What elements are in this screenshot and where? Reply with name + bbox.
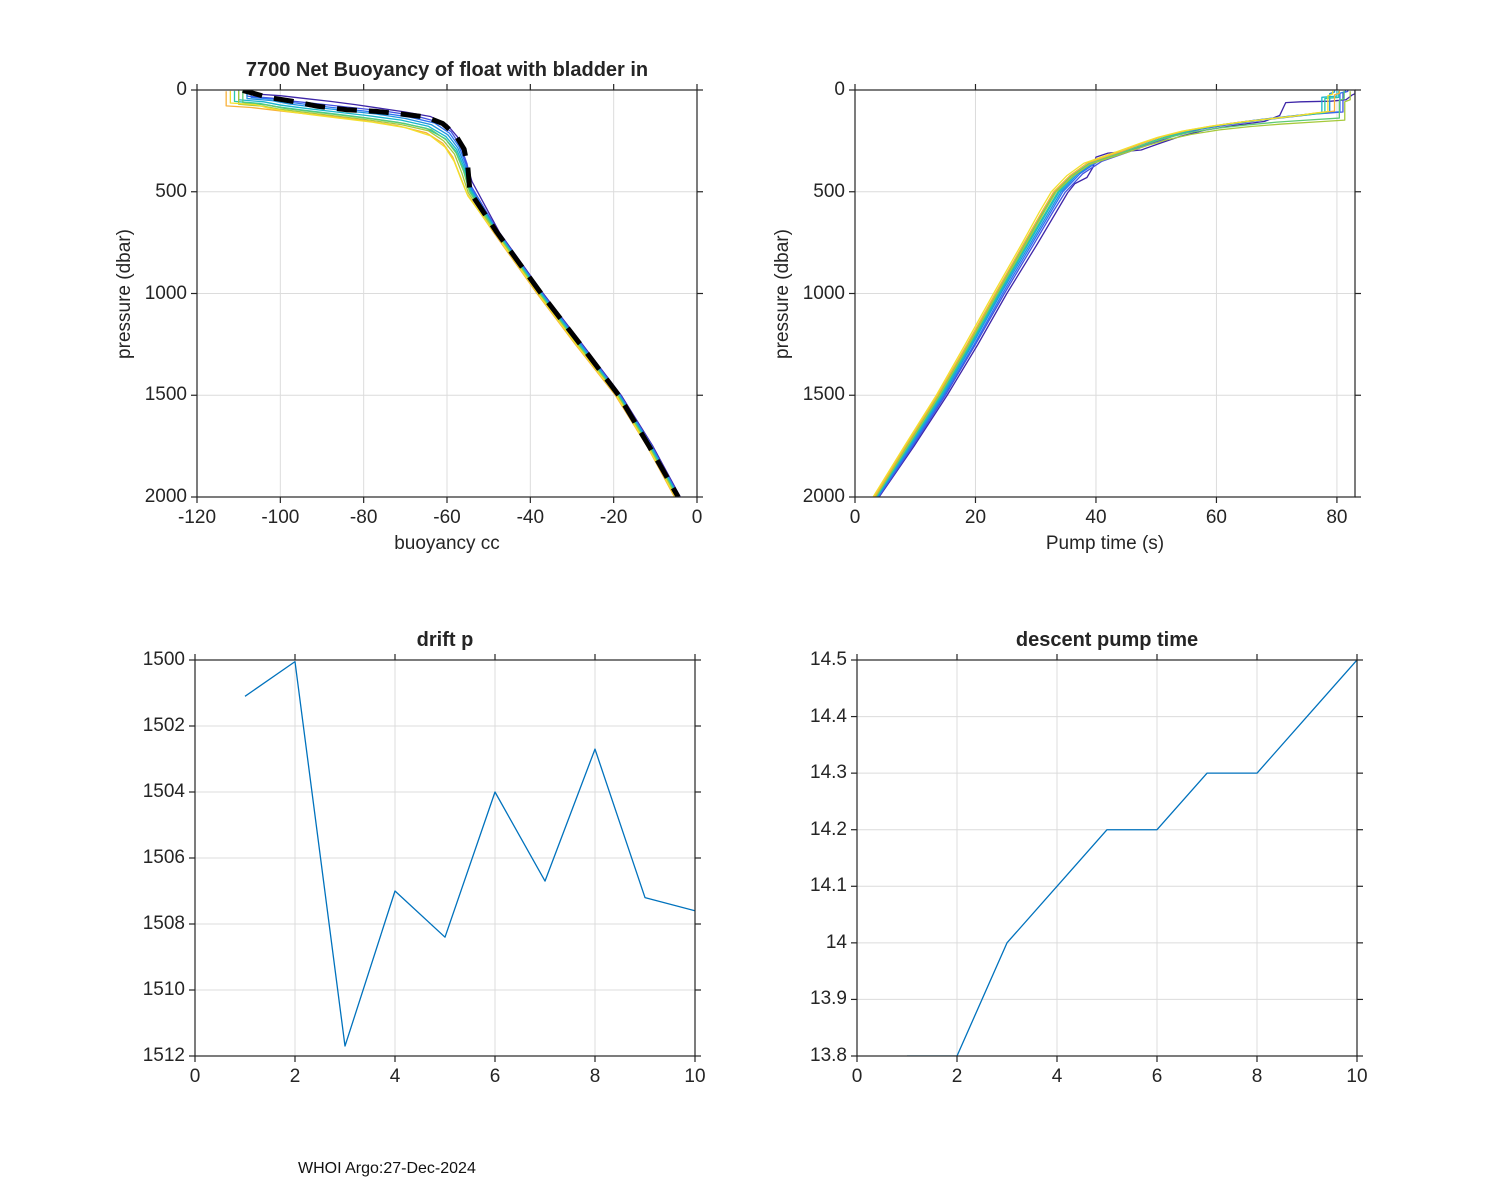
x-tick-label: 0 xyxy=(849,507,861,528)
panel-drift-p: drift p 0 2 4 6 8 10 1500 1502 1504 1506 1508 1510 1… xyxy=(143,629,706,1087)
y-tick-label: 14 xyxy=(825,931,847,953)
y-tick-label: 1504 xyxy=(142,781,185,802)
pump-profile-1-line xyxy=(878,90,1355,497)
y-tick-label: 500 xyxy=(813,180,845,202)
x-tick-label: 6 xyxy=(489,1066,501,1087)
y-tick-label: 1000 xyxy=(144,282,187,304)
drift-p-plot-svg xyxy=(189,654,701,1062)
y-tick-label: 1506 xyxy=(142,847,185,868)
panel-descent-pump-time: descent pump time 0 2 4 6 8 10 13.8 13.9 14 14.1 1… xyxy=(810,629,1368,1087)
pump-profile-7-line xyxy=(874,91,1345,497)
y-tick-label: 500 xyxy=(155,180,187,202)
drift-p-title: drift p xyxy=(416,629,474,651)
x-tick-label: 10 xyxy=(684,1066,706,1087)
pump-profile-8-line xyxy=(874,91,1351,497)
pump-time-xlabel: Pump time (s) xyxy=(1045,533,1165,554)
nominal-buoyancy-dashed-line xyxy=(242,90,681,497)
panel-net-buoyancy: 7700 Net Buoyancy of float with bladder … xyxy=(114,59,703,554)
profile-9-line xyxy=(225,91,676,497)
x-tick-label: 2 xyxy=(289,1066,301,1087)
y-tick-label: 1500 xyxy=(144,384,187,406)
y-tick-label: 0 xyxy=(834,79,845,100)
x-tick-label: 8 xyxy=(589,1066,601,1087)
x-tick-label: -80 xyxy=(349,507,378,528)
drift-p-line xyxy=(244,661,695,1047)
x-tick-label: -120 xyxy=(177,507,217,528)
descent-pump-time-title: descent pump time xyxy=(1015,629,1199,651)
y-tick-label: 2000 xyxy=(802,486,845,507)
profile-5-line xyxy=(238,90,679,497)
net-buoyancy-ylabel: pressure (dbar) xyxy=(114,228,135,359)
y-tick-label: 14.2 xyxy=(810,818,847,840)
descent-pump-time-plot-svg xyxy=(851,654,1363,1062)
x-tick-label: 0 xyxy=(189,1066,201,1087)
x-tick-label: 6 xyxy=(1151,1066,1163,1087)
pump-profile-10-line xyxy=(872,90,1334,497)
y-tick-label: 13.8 xyxy=(810,1045,847,1066)
x-tick-label: 0 xyxy=(691,507,703,528)
y-tick-label: 14.5 xyxy=(810,649,847,670)
x-tick-label: 20 xyxy=(964,507,987,528)
x-tick-label: 60 xyxy=(1205,507,1228,528)
axes-box xyxy=(856,659,1358,1057)
x-tick-label: 2 xyxy=(951,1066,963,1087)
y-tick-label: 1508 xyxy=(142,913,185,934)
x-tick-label: 10 xyxy=(1346,1066,1368,1087)
profile-8-line xyxy=(238,90,677,497)
profile-10-line xyxy=(229,90,676,497)
x-tick-label: -40 xyxy=(516,507,545,528)
net-buoyancy-plot-svg xyxy=(191,84,703,503)
y-tick-label: 1500 xyxy=(142,649,185,670)
y-tick-label: 1512 xyxy=(142,1045,185,1066)
profile-4-line xyxy=(246,90,680,497)
y-tick-label: 14.3 xyxy=(810,762,847,784)
y-tick-label: 0 xyxy=(176,79,187,100)
pump-time-ylabel: pressure (dbar) xyxy=(772,228,793,359)
x-tick-label: 4 xyxy=(1051,1066,1063,1087)
net-buoyancy-xlabel: buoyancy cc xyxy=(394,533,500,554)
y-tick-label: 14.1 xyxy=(810,875,847,897)
x-tick-label: -100 xyxy=(261,507,300,528)
y-tick-label: 13.9 xyxy=(810,988,847,1010)
x-tick-label: 0 xyxy=(851,1066,863,1087)
x-tick-label: 40 xyxy=(1085,507,1107,528)
panel-pump-time: pressure (dbar) Pump time (s) 0 20 40 60 80 0… xyxy=(772,79,1361,554)
x-tick-label: -60 xyxy=(433,507,461,528)
y-tick-label: 14.4 xyxy=(810,705,847,727)
y-tick-label: 1502 xyxy=(142,715,185,736)
y-tick-label: 2000 xyxy=(144,486,187,507)
x-tick-label: 4 xyxy=(389,1066,401,1087)
descent-pump-time-line xyxy=(907,660,1357,1056)
x-tick-label: 8 xyxy=(1251,1066,1263,1087)
figure-footer-text: WHOI Argo:27-Dec-2024 xyxy=(298,1160,476,1177)
y-tick-label: 1500 xyxy=(802,384,845,406)
pump-time-plot-svg xyxy=(849,84,1361,503)
x-tick-label: -20 xyxy=(599,507,628,528)
y-tick-label: 1510 xyxy=(142,979,185,1000)
net-buoyancy-title: 7700 Net Buoyancy of float with bladder … xyxy=(245,59,649,81)
pump-profile-6-line xyxy=(875,91,1340,497)
x-tick-label: 80 xyxy=(1326,507,1348,528)
y-tick-label: 1000 xyxy=(802,282,845,304)
